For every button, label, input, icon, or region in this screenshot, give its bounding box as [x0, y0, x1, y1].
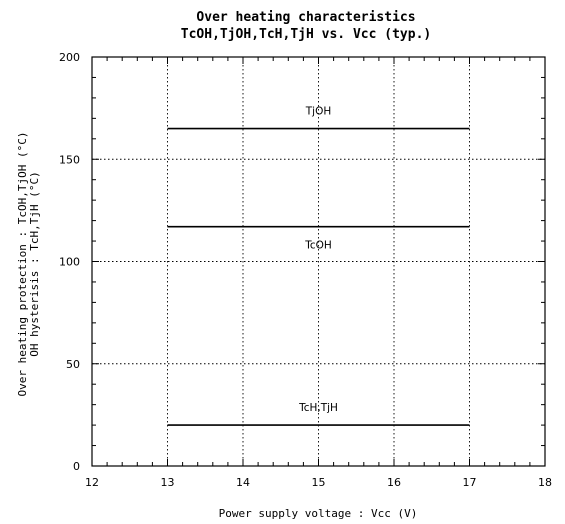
y-tick-label: 150	[59, 153, 80, 166]
grid	[92, 57, 545, 466]
y-axis-label-line1: Over heating protection : TcOH,TjOH (°C)	[16, 132, 29, 397]
x-tick-label: 17	[463, 476, 477, 489]
y-axis-tick-labels: 0 50 100 150 200	[59, 51, 80, 473]
series-label-0: TjOH	[305, 106, 332, 118]
series-label-1: TcOH	[304, 240, 332, 252]
x-tick-label: 15	[312, 476, 326, 489]
x-axis-label: Power supply voltage : Vcc (V)	[219, 507, 418, 520]
x-tick-label: 16	[387, 476, 401, 489]
chart-title-line1: Over heating characteristics	[196, 10, 415, 25]
y-tick-label: 0	[73, 460, 80, 473]
y-tick-label: 200	[59, 51, 80, 64]
y-axis-label-line2: OH hysterisis : TcH,TjH (°C)	[28, 171, 41, 356]
x-axis-tick-labels: 12 13 14 15 16 17 18	[85, 476, 552, 489]
x-tick-label: 18	[538, 476, 552, 489]
series-label-2: TcH,TjH	[298, 402, 338, 414]
series: TjOH TcOH TcH,TjH	[167, 106, 470, 426]
y-tick-label: 100	[59, 256, 80, 269]
x-tick-label: 14	[236, 476, 250, 489]
plot-frame	[91, 56, 546, 467]
y-tick-label: 50	[66, 358, 80, 371]
minor-ticks	[91, 56, 546, 467]
x-tick-label: 12	[85, 476, 99, 489]
chart-title-line2: TcOH,TjOH,TcH,TjH vs. Vcc (typ.)	[181, 27, 431, 42]
x-tick-label: 13	[161, 476, 175, 489]
